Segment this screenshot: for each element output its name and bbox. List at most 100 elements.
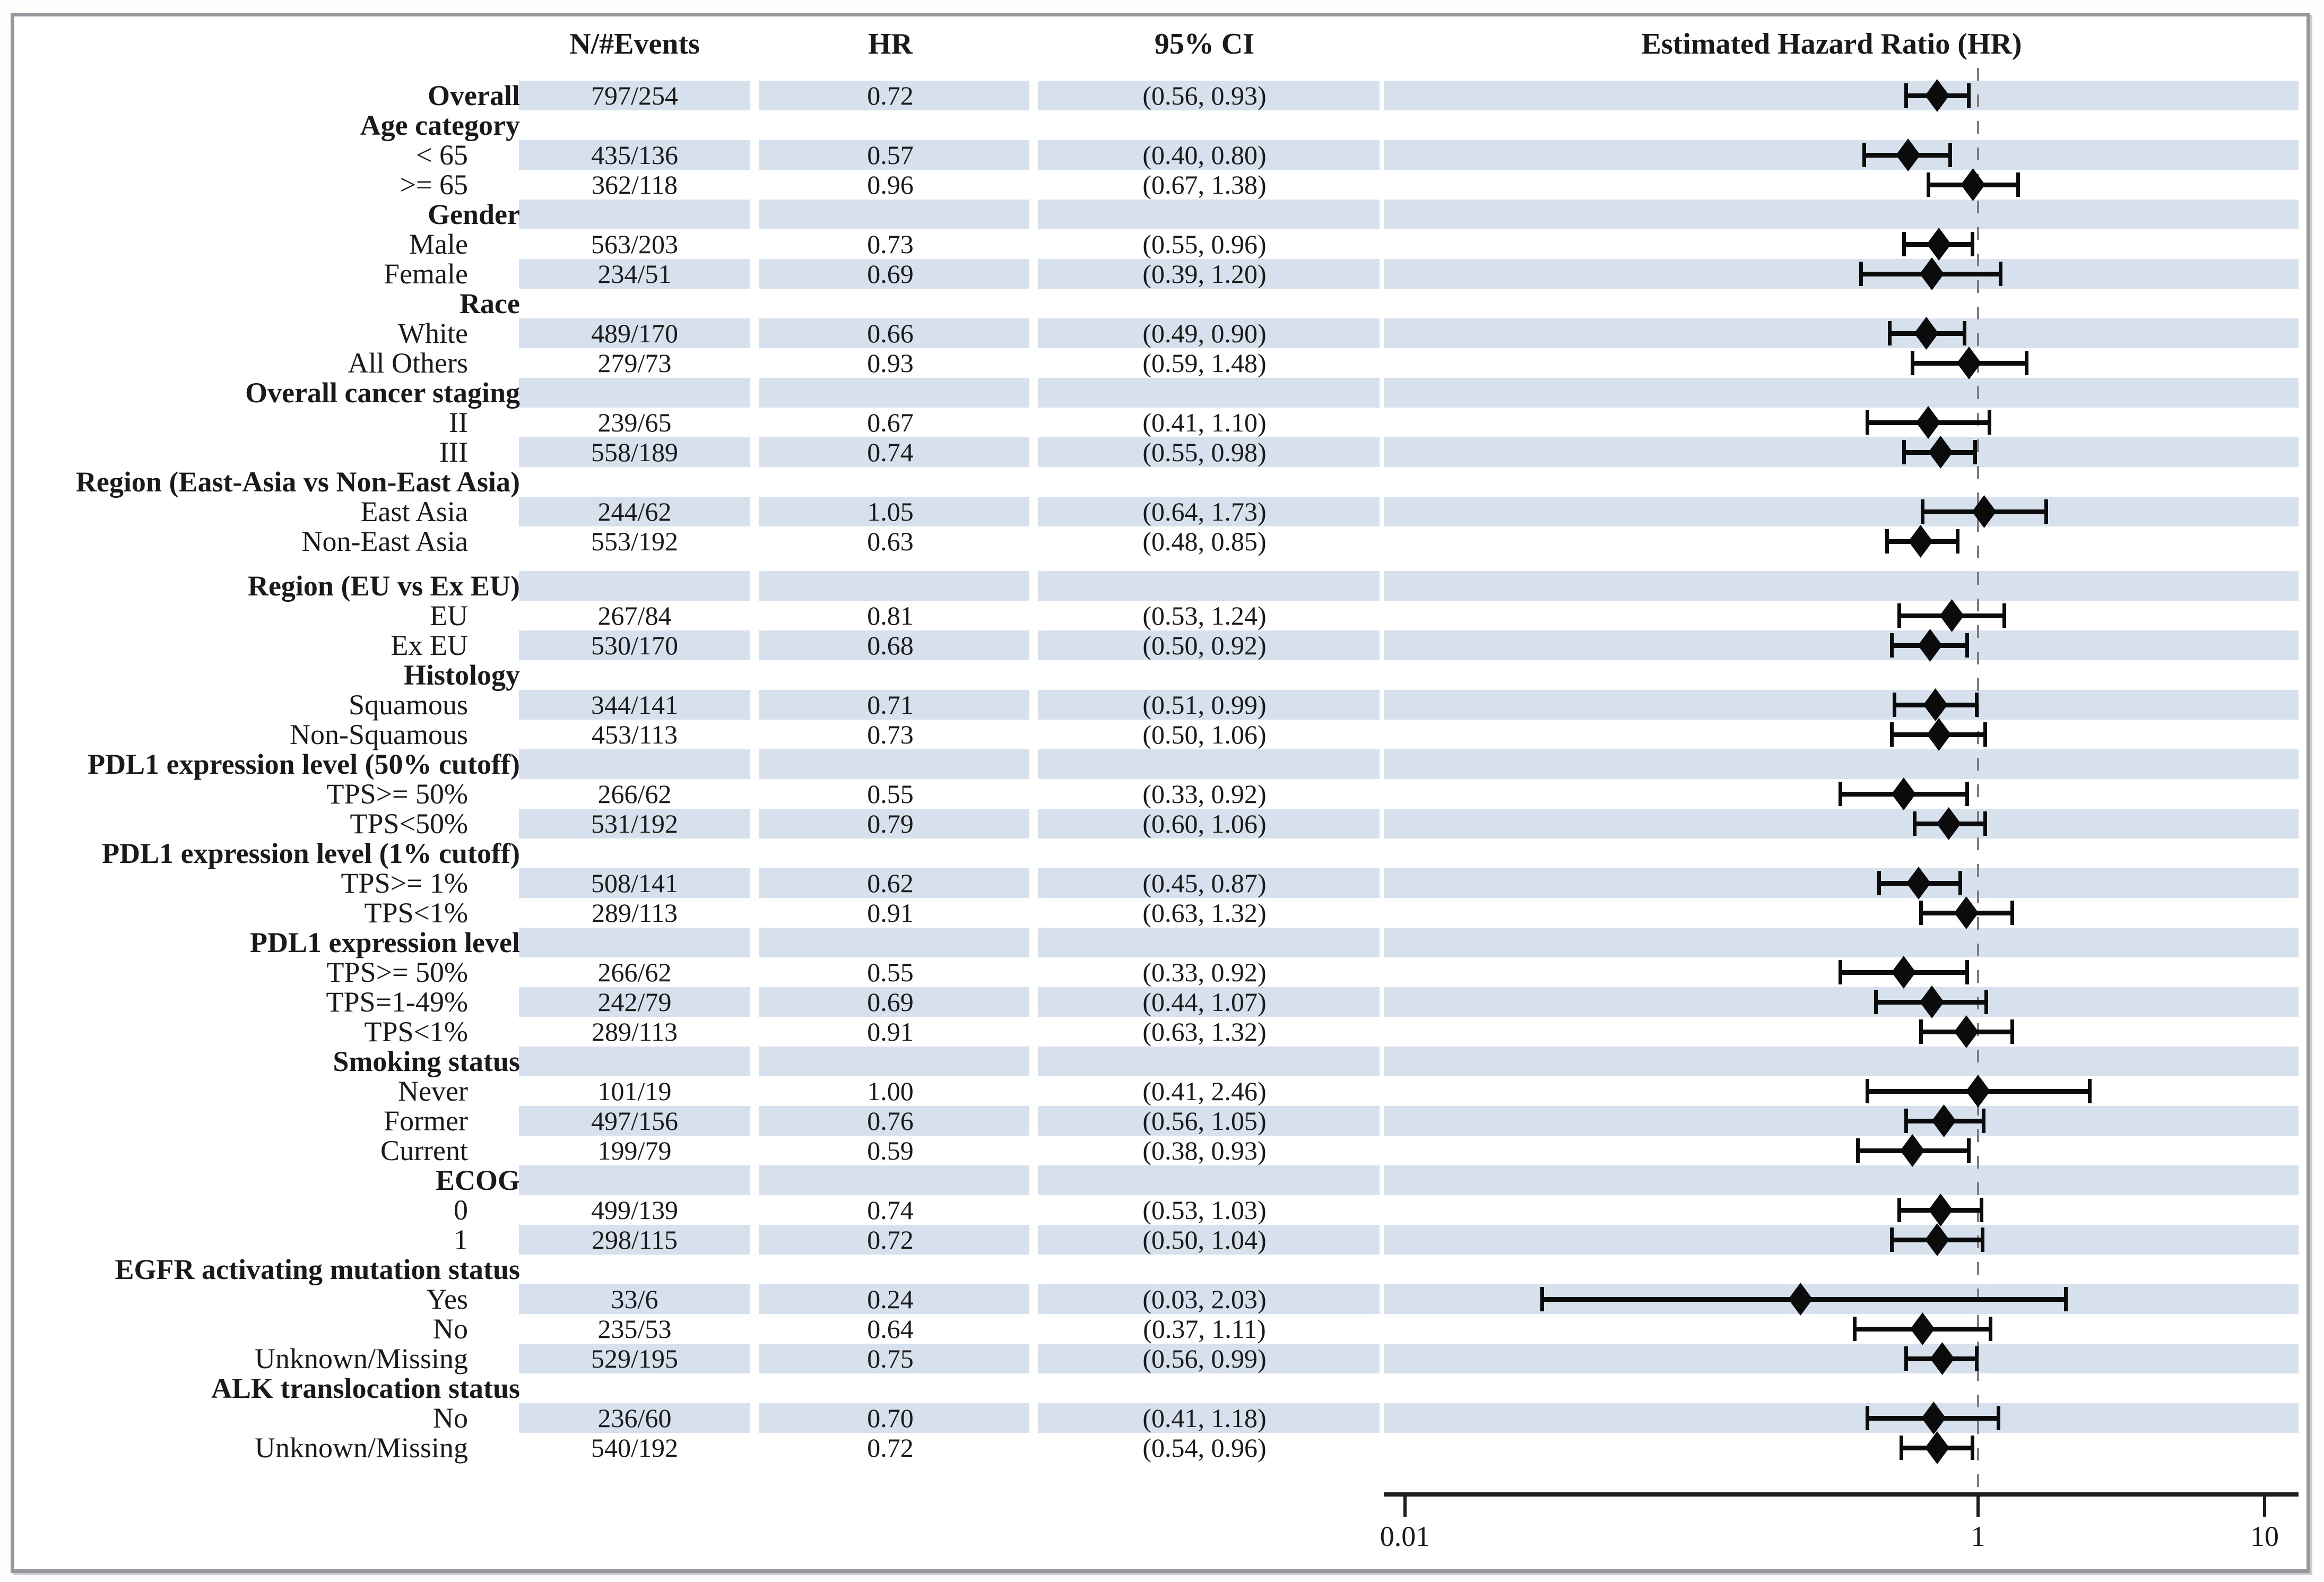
ci-cap-right xyxy=(1989,1317,1993,1341)
ci-cap-right xyxy=(2002,603,2007,628)
ci-cap-left xyxy=(1838,960,1842,984)
row-label: Overall xyxy=(428,80,520,111)
row-label: Never xyxy=(398,1075,468,1107)
row-band xyxy=(759,437,1029,467)
row-band xyxy=(519,690,750,720)
row-band xyxy=(519,378,750,408)
hr-value: 0.76 xyxy=(867,1106,914,1136)
table-row: East Asia 244/62 1.05 (0.64, 1.73) xyxy=(0,496,2324,528)
x-axis-tick xyxy=(1403,1492,1407,1517)
table-row: TPS>= 50% 266/62 0.55 (0.33, 0.92) xyxy=(0,956,2324,988)
group-header-label: Overall cancer staging xyxy=(245,377,520,409)
row-band xyxy=(1038,437,1380,467)
table-row: < 65 435/136 0.57 (0.40, 0.80) xyxy=(0,139,2324,171)
row-band xyxy=(1384,1106,2299,1136)
ci-cap-right xyxy=(1983,811,1987,836)
row-band xyxy=(1384,378,2299,408)
row-band xyxy=(1038,928,1380,957)
row-label: 1 xyxy=(454,1224,468,1256)
table-row: EU 267/84 0.81 (0.53, 1.24) xyxy=(0,600,2324,632)
row-label: II xyxy=(449,407,468,438)
ci-cap-right xyxy=(1974,1346,1979,1371)
hr-value: 0.57 xyxy=(867,140,914,170)
ci-cap-left xyxy=(1874,990,1878,1014)
row-band xyxy=(519,868,750,898)
hr-value: 1.05 xyxy=(867,497,914,526)
row-label: Non-East Asia xyxy=(301,525,468,557)
n-events-value: 239/65 xyxy=(597,408,672,437)
row-label: Unknown/Missing xyxy=(254,1343,468,1374)
group-header-label: PDL1 expression level (1% cutoff) xyxy=(102,837,520,869)
ci-cap-left xyxy=(1852,1317,1857,1341)
plot-title: Estimated Hazard Ratio (HR) xyxy=(1641,28,2022,60)
ci-cap-left xyxy=(1890,1227,1894,1252)
ci-cap-left xyxy=(1902,232,1906,256)
ci-value: (0.45, 0.87) xyxy=(1142,868,1267,898)
ci-cap-left xyxy=(1859,262,1863,286)
row-band xyxy=(519,630,750,660)
group-header-label: ECOG xyxy=(435,1164,520,1196)
row-band xyxy=(519,928,750,957)
n-events-value: 234/51 xyxy=(597,259,672,289)
row-band xyxy=(759,571,1029,601)
hr-value: 0.66 xyxy=(867,318,914,348)
group-header-row: Region (East-Asia vs Non-East Asia) xyxy=(0,466,2324,498)
ci-value: (0.53, 1.24) xyxy=(1142,601,1267,630)
group-header-row: EGFR activating mutation status xyxy=(0,1254,2324,1285)
n-events-value: 531/192 xyxy=(591,809,678,838)
hr-value: 0.81 xyxy=(867,601,914,630)
row-band xyxy=(1384,987,2299,1017)
hr-value: 0.74 xyxy=(867,1195,914,1225)
ci-cap-right xyxy=(2088,1079,2092,1103)
hr-value: 0.72 xyxy=(867,1225,914,1255)
ci-cap-right xyxy=(2064,1287,2068,1311)
n-events-value: 199/79 xyxy=(597,1136,672,1165)
ci-cap-left xyxy=(1921,499,1925,524)
hr-value: 0.96 xyxy=(867,170,914,200)
row-band xyxy=(1384,1047,2299,1076)
row-label: TPS=1-49% xyxy=(326,986,468,1018)
column-header-95ci: 95% CI xyxy=(1154,28,1255,60)
group-header-row: PDL1 expression level (1% cutoff) xyxy=(0,837,2324,869)
ci-cap-left xyxy=(1927,172,1931,197)
row-label: TPS>= 50% xyxy=(326,778,468,810)
ci-value: (0.50, 0.92) xyxy=(1142,630,1267,660)
ci-value: (0.48, 0.85) xyxy=(1142,526,1267,556)
n-events-value: 267/84 xyxy=(597,601,672,630)
table-row: Yes 33/6 0.24 (0.03, 2.03) xyxy=(0,1283,2324,1315)
row-band xyxy=(1384,1403,2299,1433)
ci-cap-left xyxy=(1900,1436,1904,1460)
n-events-value: 101/19 xyxy=(597,1076,672,1106)
x-axis-tick xyxy=(2263,1492,2266,1517)
row-band xyxy=(1384,140,2299,170)
table-row: Current 199/79 0.59 (0.38, 0.93) xyxy=(0,1135,2324,1166)
table-row: Squamous 344/141 0.71 (0.51, 0.99) xyxy=(0,689,2324,721)
row-band xyxy=(519,437,750,467)
row-band xyxy=(1038,200,1380,229)
ci-cap-left xyxy=(1865,1406,1869,1430)
group-header-row: Age category xyxy=(0,109,2324,141)
ci-cap-left xyxy=(1540,1287,1544,1311)
ci-value: (0.60, 1.06) xyxy=(1142,809,1267,838)
row-band xyxy=(1384,690,2299,720)
hr-value: 0.93 xyxy=(867,348,914,378)
row-band xyxy=(1038,1106,1380,1136)
hr-value: 0.62 xyxy=(867,868,914,898)
group-header-label: Age category xyxy=(360,109,520,141)
ci-value: (0.67, 1.38) xyxy=(1142,170,1267,200)
row-label: Current xyxy=(380,1135,468,1166)
ci-cap-right xyxy=(1979,1198,1983,1222)
row-band xyxy=(1384,200,2299,229)
hr-value: 0.55 xyxy=(867,779,914,809)
row-band xyxy=(759,259,1029,289)
row-band xyxy=(519,200,750,229)
ci-cap-right xyxy=(1984,990,1988,1014)
n-events-value: 289/113 xyxy=(591,1017,678,1047)
table-row: Overall 797/254 0.72 (0.56, 0.93) xyxy=(0,80,2324,111)
ci-cap-right xyxy=(1966,83,1971,108)
row-band xyxy=(1038,259,1380,289)
table-row: III 558/189 0.74 (0.55, 0.98) xyxy=(0,436,2324,468)
ci-cap-left xyxy=(1897,1198,1902,1222)
n-events-value: 489/170 xyxy=(591,318,678,348)
row-band xyxy=(1384,497,2299,526)
